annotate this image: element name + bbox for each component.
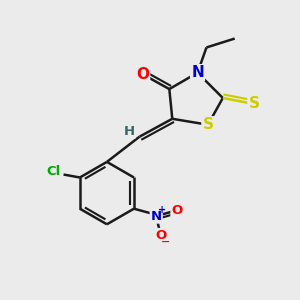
Text: N: N (191, 65, 204, 80)
Text: Cl: Cl (46, 165, 60, 178)
Text: O: O (136, 67, 149, 82)
Text: O: O (171, 204, 183, 217)
Text: S: S (248, 96, 260, 111)
Text: +: + (158, 205, 166, 214)
Text: S: S (202, 117, 214, 132)
Text: −: − (161, 236, 171, 246)
Text: H: H (124, 125, 135, 138)
Text: O: O (155, 229, 166, 242)
Text: N: N (151, 210, 162, 223)
